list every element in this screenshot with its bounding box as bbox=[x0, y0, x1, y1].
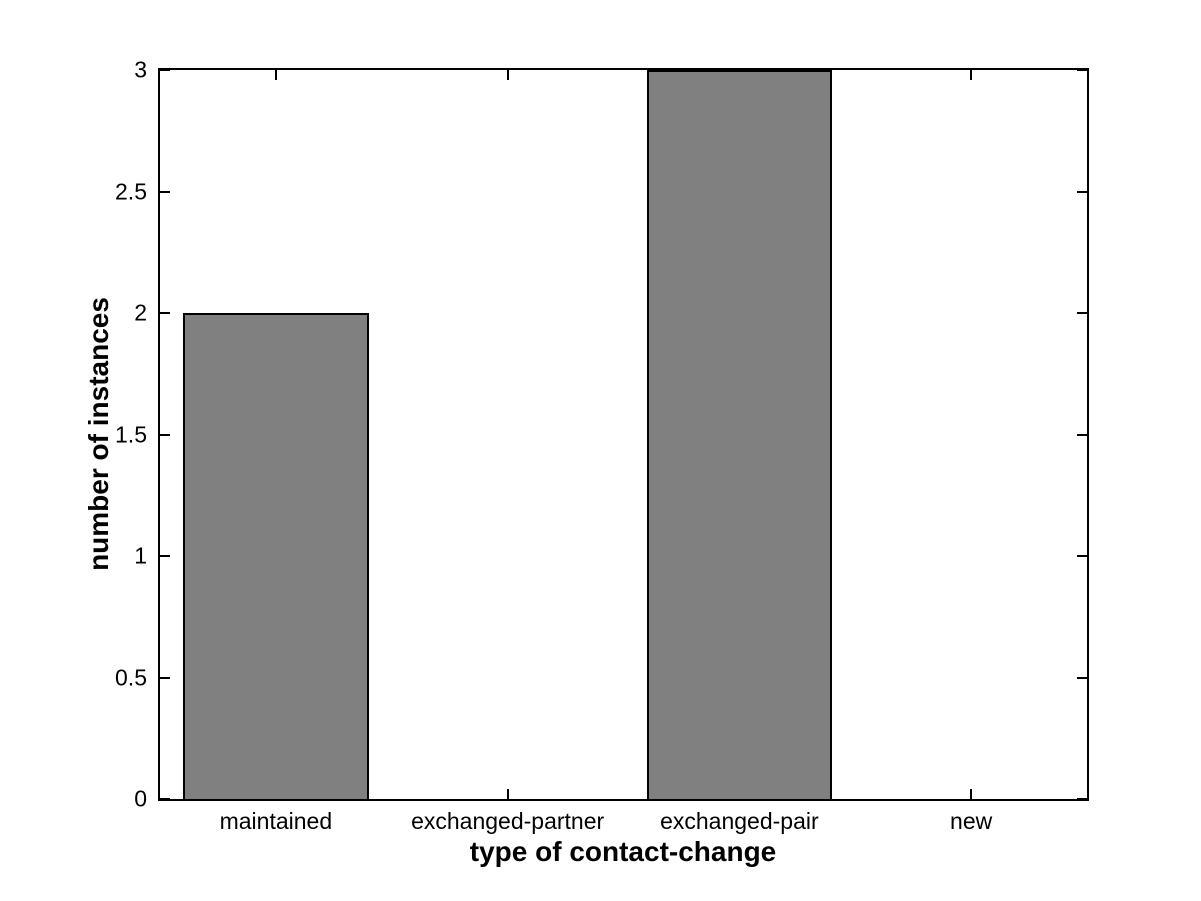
y-tick-mark-left bbox=[160, 433, 170, 436]
x-axis-label: type of contact-change bbox=[469, 836, 777, 867]
y-tick-mark-right bbox=[1077, 798, 1087, 800]
y-tick-label: 1.5 bbox=[115, 421, 147, 447]
y-axis-label: number of instances bbox=[83, 297, 114, 571]
x-tick-mark-top bbox=[506, 70, 509, 80]
bar-exchanged-pair bbox=[646, 70, 833, 801]
x-tick-mark-bottom bbox=[506, 789, 509, 799]
bar-maintained bbox=[183, 313, 369, 801]
y-tick-mark-left bbox=[160, 69, 170, 71]
y-tick-mark-left bbox=[160, 555, 170, 557]
x-tick-label-exchanged-partner: exchanged-partner bbox=[411, 808, 605, 834]
y-tick-mark-left bbox=[160, 312, 170, 314]
y-tick-mark-right bbox=[1077, 433, 1087, 436]
y-tick-label: 2.5 bbox=[115, 178, 147, 204]
x-tick-mark-top bbox=[274, 70, 277, 80]
y-tick-mark-left bbox=[160, 798, 170, 800]
y-tick-mark-right bbox=[1077, 312, 1087, 314]
x-tick-label-maintained: maintained bbox=[219, 808, 333, 834]
y-tick-label: 1 bbox=[134, 542, 147, 569]
plot-area bbox=[158, 68, 1089, 801]
y-tick-mark-right bbox=[1077, 676, 1087, 679]
y-tick-label: 2 bbox=[134, 299, 147, 326]
y-tick-mark-right bbox=[1077, 555, 1087, 557]
y-tick-mark-left bbox=[160, 676, 170, 679]
y-tick-mark-left bbox=[160, 190, 170, 193]
x-tick-mark-top bbox=[970, 70, 973, 80]
y-tick-label: 0 bbox=[134, 785, 147, 812]
y-tick-mark-right bbox=[1077, 190, 1087, 193]
x-tick-label-exchanged-pair: exchanged-pair bbox=[660, 808, 819, 834]
y-tick-label: 0.5 bbox=[115, 664, 147, 690]
x-tick-mark-bottom bbox=[970, 789, 973, 799]
y-tick-label: 3 bbox=[134, 56, 147, 83]
y-tick-mark-right bbox=[1077, 69, 1087, 71]
x-tick-label-new: new bbox=[950, 808, 993, 834]
